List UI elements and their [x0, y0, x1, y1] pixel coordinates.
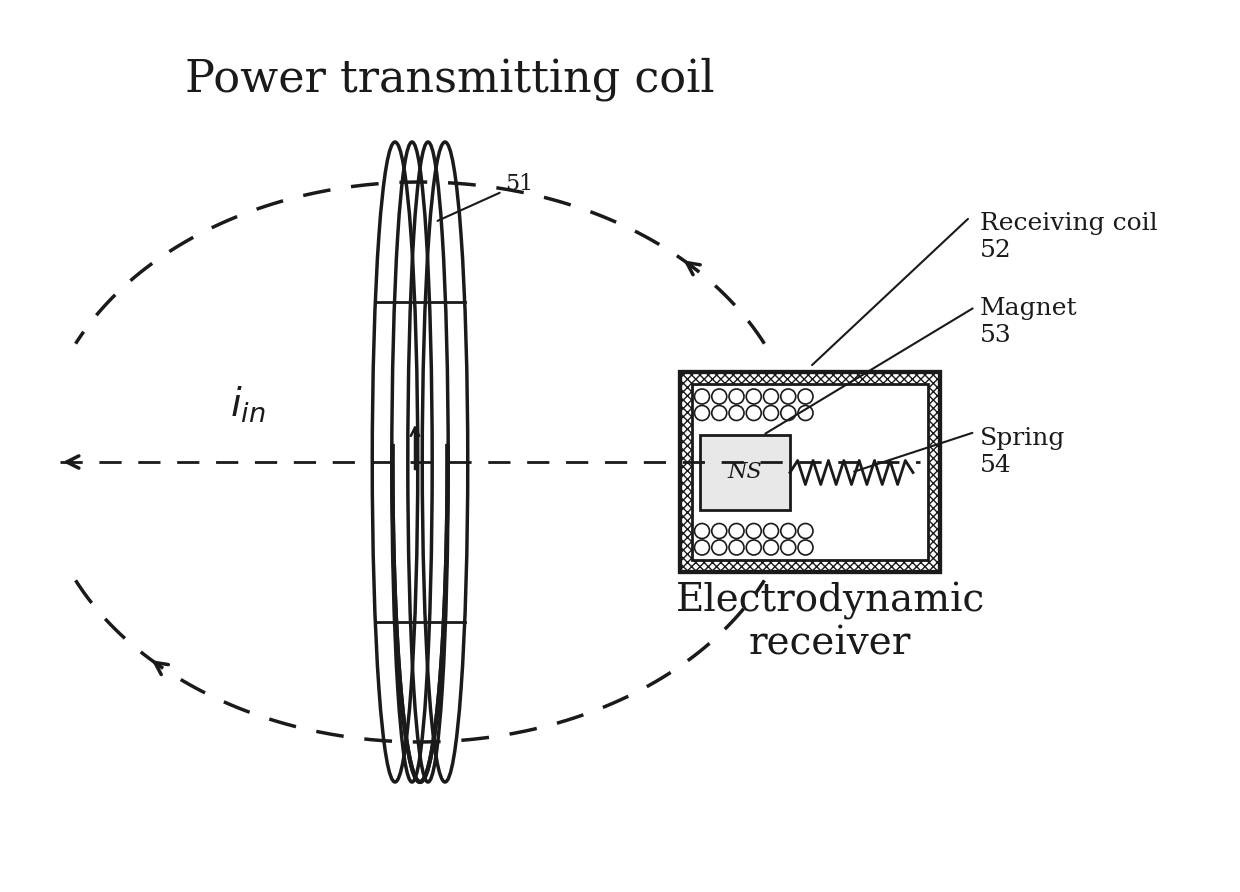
Bar	[701, 435, 790, 510]
Text: $\mathit{i}_{in}$: $\mathit{i}_{in}$	[229, 385, 265, 425]
Text: Magnet
53: Magnet 53	[980, 297, 1078, 347]
Text: Receiving coil
52: Receiving coil 52	[980, 212, 1158, 261]
Bar	[680, 372, 940, 572]
Text: Spring
54: Spring 54	[980, 427, 1065, 476]
Bar	[692, 384, 928, 560]
Text: NS: NS	[728, 461, 763, 483]
FancyBboxPatch shape	[680, 372, 940, 572]
Text: 51: 51	[438, 173, 533, 221]
Text: Electrodynamic
receiver: Electrodynamic receiver	[676, 582, 985, 663]
Text: Power transmitting coil: Power transmitting coil	[185, 57, 714, 101]
